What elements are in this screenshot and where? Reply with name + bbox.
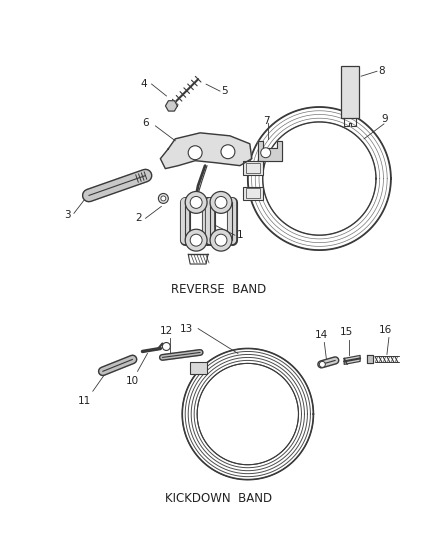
Circle shape xyxy=(185,191,207,213)
Text: 2: 2 xyxy=(135,213,141,223)
Polygon shape xyxy=(258,141,282,160)
Text: 4: 4 xyxy=(140,79,147,89)
Text: 6: 6 xyxy=(142,118,148,128)
Circle shape xyxy=(190,234,202,246)
Bar xyxy=(246,189,260,198)
Text: 15: 15 xyxy=(339,327,353,336)
Circle shape xyxy=(319,361,325,367)
Polygon shape xyxy=(344,356,360,365)
Text: 12: 12 xyxy=(160,326,173,336)
Text: 1: 1 xyxy=(237,230,244,240)
Text: REVERSE  BAND: REVERSE BAND xyxy=(171,284,267,296)
Circle shape xyxy=(188,146,202,160)
Bar xyxy=(243,160,263,175)
Bar xyxy=(190,362,208,374)
Circle shape xyxy=(161,196,166,201)
Text: 16: 16 xyxy=(378,325,392,335)
Bar xyxy=(243,187,263,200)
Circle shape xyxy=(210,229,232,251)
Circle shape xyxy=(215,234,227,246)
Circle shape xyxy=(210,191,232,213)
Bar xyxy=(246,163,260,173)
Circle shape xyxy=(261,148,271,158)
Polygon shape xyxy=(166,101,177,111)
Bar xyxy=(341,66,359,118)
Text: 8: 8 xyxy=(378,66,385,76)
Circle shape xyxy=(185,229,207,251)
Text: KICKDOWN  BAND: KICKDOWN BAND xyxy=(166,492,272,505)
Circle shape xyxy=(221,145,235,159)
Circle shape xyxy=(162,343,170,351)
Text: 7: 7 xyxy=(263,116,269,126)
Polygon shape xyxy=(160,133,252,168)
Text: 10: 10 xyxy=(126,376,139,386)
Circle shape xyxy=(215,197,227,208)
Text: 11: 11 xyxy=(78,396,92,406)
Text: 3: 3 xyxy=(64,211,71,220)
Text: 13: 13 xyxy=(180,324,193,334)
Circle shape xyxy=(190,197,202,208)
Polygon shape xyxy=(367,356,373,364)
Text: 9: 9 xyxy=(381,114,388,124)
Text: 5: 5 xyxy=(221,86,228,96)
Text: 14: 14 xyxy=(315,329,328,340)
Circle shape xyxy=(159,193,168,204)
